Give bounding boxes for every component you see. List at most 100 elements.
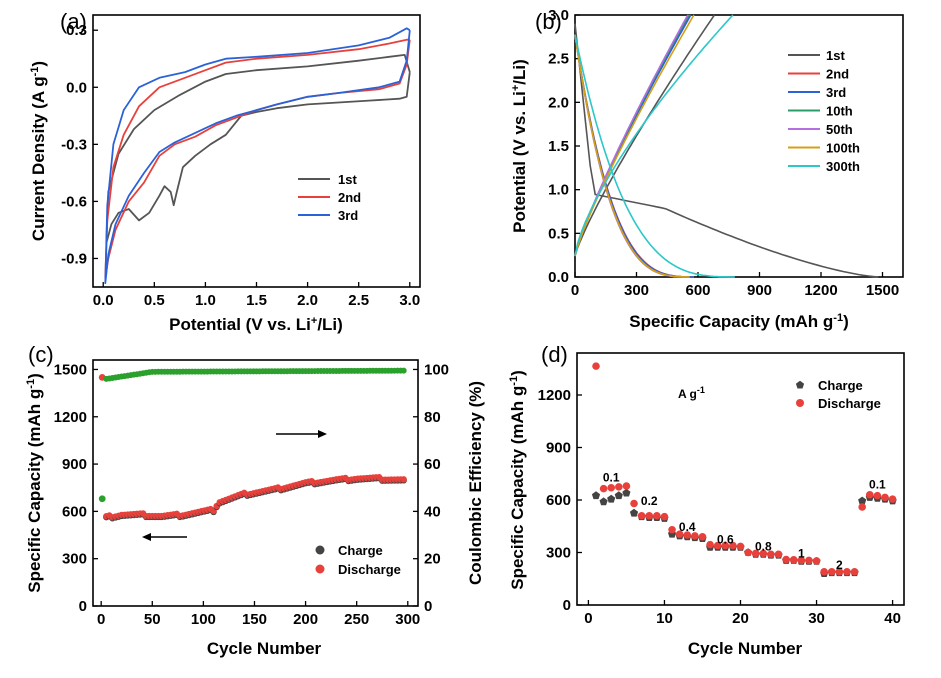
panel-a-ticks: 0.0 0.5 1.0 1.5 2.0 2.5 3.0 -0.9 -0.6 -0.3 0.0 0.3 (61, 22, 420, 309)
d-charge-point (858, 496, 867, 505)
d-ytick-label: 0 (563, 597, 571, 614)
d-discharge-point (630, 499, 638, 508)
panel-b: (b) 0 300 600 900 1200 1500 0.0 0.5 1.0 1.5 2.0 2.5… (510, 7, 904, 331)
a-ytick-label: 0.3 (66, 22, 87, 39)
d-charge-point (614, 491, 623, 500)
legend-label-3rd: 3rd (338, 208, 358, 223)
d-discharge-point (599, 484, 608, 493)
d-discharge-point (858, 503, 866, 511)
legend-marker-Charge (315, 545, 325, 555)
c-y2tick-label: 100 (424, 361, 449, 378)
b-xtick-label: 900 (747, 282, 772, 299)
d-discharge-point (675, 530, 684, 538)
gcd-charge-1st (574, 14, 716, 257)
d-charge-point (591, 491, 601, 500)
legend-marker-Discharge (796, 399, 804, 407)
d-discharge-point (774, 550, 783, 559)
d-ytick-label: 600 (546, 492, 571, 509)
rate-label: 0.6 (717, 532, 734, 546)
d-discharge-point (820, 567, 828, 576)
a-xtick-label: 1.0 (195, 292, 216, 309)
d-discharge-point (615, 483, 623, 491)
legend-label-Charge: Charge (818, 378, 863, 393)
d-discharge-point (698, 532, 707, 541)
panel-d-ylabel: Specific Capacity (mAh g-1) (508, 370, 527, 590)
a-ytick-label: -0.3 (61, 136, 87, 153)
d-discharge-point (691, 532, 699, 540)
d-discharge-point (797, 556, 806, 565)
b-ytick-label: 3.0 (548, 7, 569, 24)
d-discharge-point (607, 483, 616, 492)
d-discharge-point (668, 525, 676, 534)
panel-a-xlabel: Potential (V vs. Li+/Li) (169, 315, 343, 334)
d-charge-point (622, 488, 631, 497)
panel-c-xlabel: Cycle Number (207, 639, 322, 658)
a-ytick-label: 0.0 (66, 79, 87, 96)
c-y2tick-label: 80 (424, 409, 441, 426)
panel-c-label: (c) (28, 342, 54, 367)
c-ce-point (400, 367, 407, 374)
d-discharge-point (873, 491, 882, 500)
legend-label-Discharge: Discharge (338, 562, 401, 577)
rate-label: 0.1 (869, 477, 886, 491)
d-discharge-point (782, 555, 790, 564)
rate-label: 0.8 (755, 539, 772, 553)
gcd-discharge-50th (574, 34, 689, 278)
d-charge-point (629, 508, 639, 517)
legend-label-50th: 50th (826, 122, 853, 137)
a-ytick-label: -0.6 (61, 193, 87, 210)
panel-a-frame (92, 14, 421, 288)
legend-label-Discharge: Discharge (818, 396, 881, 411)
panel-a-curves (104, 27, 411, 285)
legend-label-2nd: 2nd (338, 190, 361, 205)
d-discharge-point (721, 541, 730, 550)
panel-d-points (591, 362, 897, 577)
b-ytick-label: 2.0 (548, 94, 569, 111)
panel-c-ylabel: Specific Capacity (mAh g-1) (25, 373, 44, 593)
c-arrow-right-head (318, 430, 327, 438)
d-charge-point (607, 494, 616, 503)
d-discharge-point (706, 540, 714, 549)
c-xtick-label: 150 (242, 611, 267, 628)
c-y2tick-label: 20 (424, 551, 441, 568)
panel-b-ticks: 0 300 600 900 1200 1500 0.0 0.5 1.0 1.5 2.0 2.5 3.0 (548, 7, 899, 299)
c-y2tick-label: 0 (424, 598, 432, 615)
c-xtick-label: 0 (97, 611, 105, 628)
d-discharge-point (865, 490, 874, 499)
d-discharge-point (713, 541, 722, 550)
d-discharge-point (881, 493, 889, 502)
c-first-ce-point (98, 495, 106, 503)
d-discharge-point (805, 556, 813, 565)
d-discharge-point (736, 542, 745, 551)
panel-c-points (98, 367, 407, 522)
d-ytick-label: 300 (546, 545, 571, 562)
a-xtick-label: 1.5 (246, 292, 267, 309)
d-discharge-point (729, 541, 737, 550)
d-discharge-point (827, 567, 836, 576)
d-ytick-label: 1200 (538, 387, 571, 404)
c-ytick-label: 1200 (54, 409, 87, 426)
panel-b-ylabel: Potential (V vs. Li+/Li) (510, 59, 529, 233)
b-ytick-label: 0.0 (548, 269, 569, 286)
d-discharge-point (843, 567, 851, 576)
legend-label-100th: 100th (826, 141, 860, 156)
c-xtick-label: 100 (191, 611, 216, 628)
c-discharge-point (400, 476, 407, 483)
panel-b-xlabel: Specific Capacity (mAh g-1) (629, 312, 849, 331)
a-xtick-label: 0.0 (93, 292, 114, 309)
rate-label: 0.1 (603, 470, 620, 484)
d-discharge-point (835, 567, 844, 576)
d-charge-point (599, 497, 608, 506)
a-xtick-label: 3.0 (399, 292, 420, 309)
gcd-discharge-3rd (574, 34, 693, 278)
panel-d-ticks: 0 10 20 30 40 0 300 600 900 1200 (538, 387, 901, 627)
panel-c: (c) 0 50 100 150 200 250 300030060090012001500… (25, 342, 485, 658)
d-discharge-point (767, 550, 775, 559)
d-xtick-label: 0 (584, 610, 592, 627)
legend-label-2nd: 2nd (826, 67, 849, 82)
panel-d-legend: Charge Discharge (795, 378, 881, 411)
c-xtick-label: 200 (293, 611, 318, 628)
a-xtick-label: 0.5 (144, 292, 165, 309)
d-discharge-point (592, 362, 600, 370)
